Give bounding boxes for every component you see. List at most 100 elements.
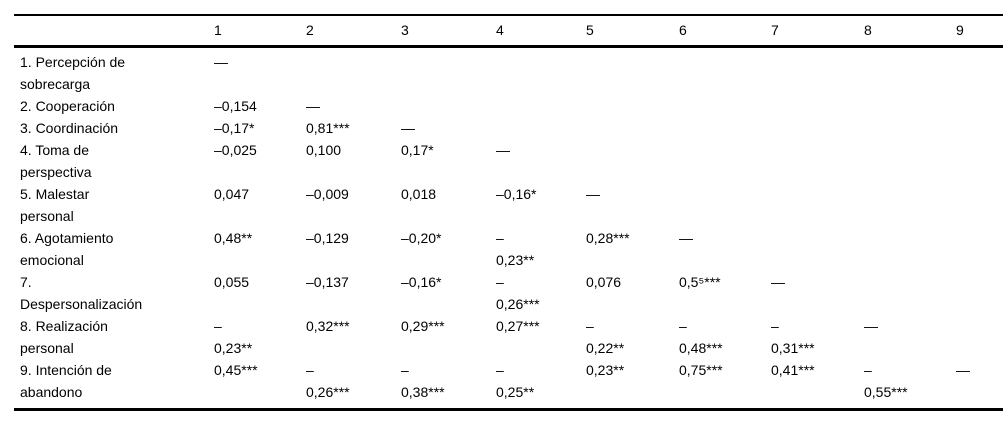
cell (586, 117, 679, 139)
cell (864, 139, 956, 183)
cell: –0,16* (496, 185, 537, 202)
cell: — (214, 53, 228, 70)
cell: –0,16* (401, 273, 442, 290)
cell: 0,17* (401, 141, 434, 158)
column-header-6: 6 (679, 15, 771, 48)
row-label: 9. Intención de abandono (20, 361, 112, 400)
row-label: 2. Cooperación (20, 97, 115, 114)
cell: – 0,26*** (306, 361, 350, 400)
cell (956, 95, 1003, 117)
cell (864, 117, 956, 139)
table-row: 2. Cooperación –0,154 — (14, 95, 1003, 117)
cell (496, 95, 586, 117)
cell: – 0,48*** (679, 317, 723, 356)
cell (771, 95, 864, 117)
cell (956, 227, 1003, 271)
cell: – 0,26*** (496, 273, 540, 312)
cell: — (864, 317, 878, 334)
cell (956, 139, 1003, 183)
cell: 0,5⁵*** (679, 273, 721, 290)
cell: –0,129 (306, 229, 349, 246)
cell: 0,076 (586, 273, 622, 290)
column-header-8: 8 (864, 15, 956, 48)
cell: –0,20* (401, 229, 442, 246)
cell: –0,17* (214, 119, 255, 136)
cell (401, 46, 496, 95)
cell (864, 183, 956, 227)
column-header-5: 5 (586, 15, 679, 48)
cell (679, 117, 771, 139)
row-label: 4. Toma de perspectiva (20, 141, 92, 180)
cell (679, 95, 771, 117)
cell (771, 117, 864, 139)
cell (586, 139, 679, 183)
cell (496, 117, 586, 139)
cell: – 0,55*** (864, 361, 908, 400)
column-header-2: 2 (306, 15, 401, 48)
column-header-variable (14, 15, 214, 48)
cell: 0,41*** (771, 361, 815, 378)
cell: – 0,23** (214, 317, 253, 356)
column-header-7: 7 (771, 15, 864, 48)
cell: – 0,38*** (401, 361, 445, 400)
column-header-4: 4 (496, 15, 586, 48)
cell (864, 271, 956, 315)
cell: – 0,23** (496, 229, 535, 268)
cell: — (306, 97, 320, 114)
cell: 0,27*** (496, 317, 540, 334)
column-header-3: 3 (401, 15, 496, 48)
cell (586, 95, 679, 117)
cell (679, 183, 771, 227)
row-label: 6. Agotamiento emocional (20, 229, 114, 268)
cell (771, 46, 864, 95)
cell (496, 46, 586, 95)
cell (401, 95, 496, 117)
cell (864, 46, 956, 95)
cell (771, 183, 864, 227)
table-header-row: 1 2 3 4 5 6 7 8 9 (14, 15, 1003, 48)
table-row: 4. Toma de perspectiva –0,025 0,100 0,17… (14, 139, 1003, 183)
cell: –0,137 (306, 273, 349, 290)
cell: –0,154 (214, 97, 257, 114)
cell: 0,45*** (214, 361, 258, 378)
cell (956, 271, 1003, 315)
cell: 0,81*** (306, 119, 350, 136)
cell (864, 227, 956, 271)
row-label: 1. Percepción de sobrecarga (20, 53, 126, 92)
cell (306, 46, 401, 95)
table-row: 6. Agotamiento emocional 0,48** –0,129 –… (14, 227, 1003, 271)
correlation-table: 1 2 3 4 5 6 7 8 9 1. Percepción de sobre… (14, 14, 1003, 411)
cell: 0,28*** (586, 229, 630, 246)
cell: – 0,31*** (771, 317, 815, 356)
row-label: 7. Despersonalización (20, 273, 143, 312)
cell: — (496, 141, 510, 158)
row-label: 5. Malestar personal (20, 185, 90, 224)
cell (956, 46, 1003, 95)
cell (956, 117, 1003, 139)
cell: 0,29*** (401, 317, 445, 334)
cell: – 0,25** (496, 361, 535, 400)
column-header-9: 9 (956, 15, 1003, 48)
table-row: 8. Realización personal – 0,23** 0,32***… (14, 315, 1003, 359)
table-row: 3. Coordinación –0,17* 0,81*** — (14, 117, 1003, 139)
column-header-1: 1 (214, 15, 306, 48)
cell: –0,009 (306, 185, 349, 202)
cell: 0,100 (306, 141, 342, 158)
cell: 0,48** (214, 229, 253, 246)
cell (864, 95, 956, 117)
table-row: 1. Percepción de sobrecarga — (14, 46, 1003, 95)
cell (586, 46, 679, 95)
cell: — (586, 185, 600, 202)
cell: – 0,22** (586, 317, 625, 356)
cell: 0,23** (586, 361, 625, 378)
cell (771, 227, 864, 271)
cell: — (401, 119, 415, 136)
cell: 0,018 (401, 185, 437, 202)
cell: 0,32*** (306, 317, 350, 334)
cell: — (771, 273, 785, 290)
cell (771, 139, 864, 183)
table-row: 5. Malestar personal 0,047 –0,009 0,018 … (14, 183, 1003, 227)
cell: 0,055 (214, 273, 250, 290)
cell: 0,75*** (679, 361, 723, 378)
